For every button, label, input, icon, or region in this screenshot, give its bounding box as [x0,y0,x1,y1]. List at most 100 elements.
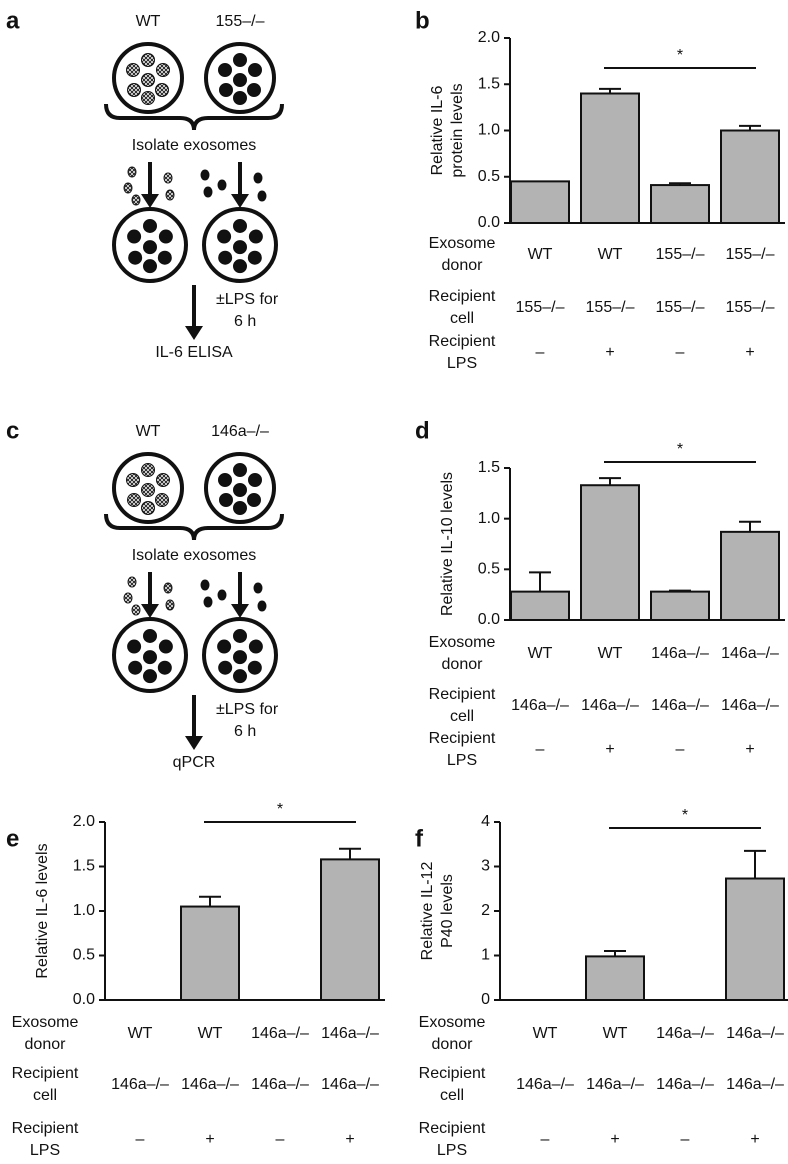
nucleus [157,660,172,675]
nucleus [233,218,247,233]
table-cell: WT [598,645,623,662]
exosome [127,576,137,588]
table-cell: WT [128,1025,153,1042]
brace [104,513,284,541]
nucleus [127,493,141,507]
exosome [123,592,133,604]
row-label: donor [432,1036,474,1053]
arrow-head [185,736,203,750]
nucleus [141,463,155,477]
y-axis-label: P40 levels [439,874,456,948]
exosome [200,579,210,591]
row-label: Recipient [419,1120,486,1137]
nucleus [233,669,247,684]
bar [580,92,640,224]
nucleus [156,63,170,77]
y-axis-label: protein levels [449,83,466,177]
table-cell: 146a–/– [721,697,779,714]
exosome [165,189,175,201]
row-label: donor [25,1036,67,1053]
y-tick-label: 2.0 [73,813,95,830]
table-cell: + [610,1131,619,1148]
nucleus [141,501,155,515]
bar [720,129,780,224]
nucleus [247,493,261,507]
table-cell: 155–/– [726,299,775,316]
nucleus [218,473,232,487]
exosome [163,172,173,184]
exosome [253,582,263,594]
table-cell: – [536,741,545,758]
table-cell: 155–/– [656,246,705,263]
nucleus [143,240,157,255]
row-label: LPS [447,355,477,372]
row-label: LPS [447,752,477,769]
significance: * [277,801,283,818]
table-cell: + [750,1131,759,1148]
nucleus [218,63,232,77]
nucleus [126,63,140,77]
table-cell: – [276,1131,285,1148]
exosome [217,179,227,191]
nucleus [248,639,263,654]
nucleus [141,73,155,87]
bar [720,530,780,622]
panel-letter: e [6,825,19,852]
row-label: Exosome [12,1014,79,1031]
y-tick-label: 2 [481,902,490,919]
y-tick-label: 0.0 [478,611,500,628]
nucleus [233,73,247,87]
row-label: cell [33,1087,57,1104]
exosome [127,166,137,178]
nucleus [155,493,169,507]
table-cell: 146a–/– [321,1025,379,1042]
nucleus [233,463,247,477]
nucleus [247,83,261,97]
row-label: cell [450,708,474,725]
table-cell: + [745,344,754,361]
table-cell: 146a–/– [111,1076,169,1093]
table-cell: 146a–/– [726,1025,784,1042]
y-tick-label: 2.0 [478,29,500,46]
y-tick-label: 4 [481,813,490,830]
bar [650,590,710,621]
nucleus [143,628,157,643]
table-cell: + [605,344,614,361]
brace [104,103,284,131]
bar [510,180,570,224]
table-cell: – [676,344,685,361]
table-cell: 155–/– [726,246,775,263]
table-cell: 146a–/– [321,1076,379,1093]
y-tick-label: 0.5 [478,561,500,578]
step: Isolate exosomes [132,547,257,564]
y-tick-label: 1.0 [478,122,500,139]
y-tick-label: 1.0 [73,902,95,919]
nucleus [219,493,233,507]
row-label: Recipient [429,730,496,747]
bar [180,905,240,1001]
nucleus [247,250,262,265]
label: WT [136,423,161,440]
row-label: Exosome [419,1014,486,1031]
exosome [123,182,133,194]
nucleus [218,660,233,675]
nucleus [141,53,155,67]
significance: * [677,441,683,458]
y-axis-label: Relative IL-10 levels [439,472,456,616]
arrow-head [231,604,249,618]
table-cell: + [205,1131,214,1148]
exosome [257,600,267,612]
panel-letter: c [6,417,19,444]
nucleus [233,91,247,105]
nucleus [158,639,173,654]
y-tick-label: 1.5 [478,459,500,476]
y-tick-label: 1.0 [478,510,500,527]
nucleus [248,229,263,244]
nucleus [128,250,143,265]
nucleus [143,259,157,274]
label: 155–/– [216,13,265,30]
nucleus [248,473,262,487]
nucleus [127,639,142,654]
nucleus [247,660,262,675]
nucleus [217,639,232,654]
